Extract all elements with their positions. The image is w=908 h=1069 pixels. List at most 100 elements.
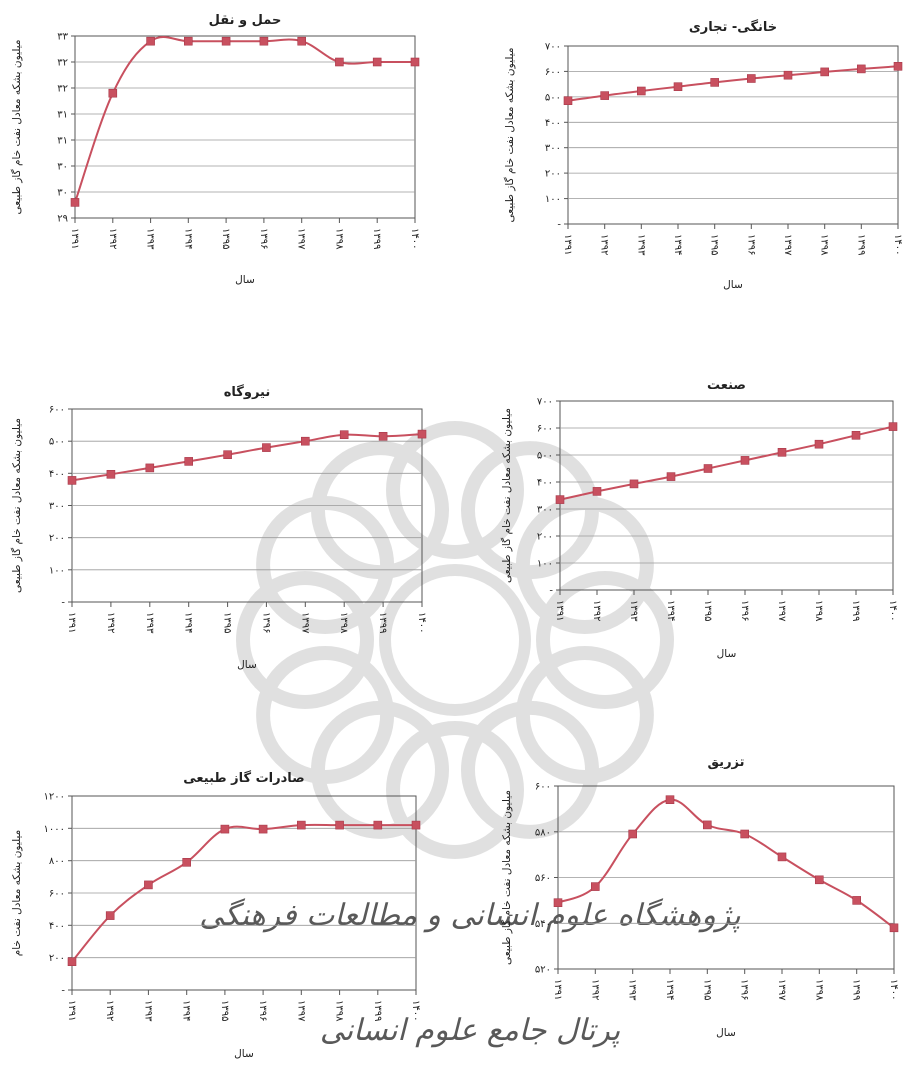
y-tick-label: ۵۴۰: [535, 919, 551, 930]
y-tick-label: ۱۰۰: [537, 559, 553, 570]
chart-4: صنعت - ۱۰۰ ۲۰۰ ۳۰۰ ۴۰۰ ۵۰۰ ۶۰۰ ۷۰۰ ۱۳۹۱ ۱۳۹۲ ۱۳۹۳ ۱۳…: [500, 378, 898, 660]
data-point: [703, 464, 713, 473]
x-tick-label: ۱۳۹۸: [819, 234, 830, 256]
watermark-rosette: [236, 421, 674, 859]
x-tick-label: ۱۳۹۶: [257, 1000, 268, 1021]
x-tick-label: ۱۳۹۹: [851, 979, 862, 1000]
plot-area: [567, 45, 899, 225]
watermark-center: [379, 564, 531, 716]
data-point: [184, 457, 193, 466]
watermark-text-1: پژوهشگاه علوم انسانی و مطالعات فرهنگی: [199, 898, 741, 933]
x-tick-label: ۱۳۹۲: [107, 228, 118, 249]
data-point: [629, 479, 639, 489]
y-tick-label: -: [549, 586, 553, 597]
y-axis-label: میلیون بشکه معادل نفت خام گاز طبیعی: [503, 47, 516, 222]
chart-6: تزریق ۵۲۰ ۵۴۰ ۵۶۰ ۵۸۰ ۶۰۰ ۱۳۹۱ ۱۳۹۲ ۱۳۹۳ ۱۳۹۴ ۱۳۹۵…: [500, 755, 899, 1039]
data-point: [258, 824, 268, 834]
charts-layer: حمل و نقل ۲۹ ۳۰ ۳۰ ۳۱ ۳۱ ۳۲ ۳۲ ۳۳ ۱۳۹۱ ۱۳۹۲ ۱۳۹۳ ۱۳۹…: [10, 13, 903, 1060]
y-tick-label: ۱۰۰: [545, 194, 561, 205]
data-point: [783, 70, 793, 80]
watermark-petal: [236, 571, 374, 709]
data-point: [70, 198, 80, 207]
data-point: [710, 78, 720, 87]
data-point: [67, 476, 77, 485]
watermark-petal: [515, 496, 654, 634]
data-point: [702, 820, 712, 830]
x-tick-label: ۱۳۹۱: [554, 600, 565, 621]
y-tick-label: ۳۰: [57, 188, 68, 199]
data-point: [259, 36, 269, 46]
x-axis-label: سال: [716, 1027, 736, 1039]
data-point: [777, 852, 787, 862]
y-tick-label: -: [557, 220, 561, 231]
y-axis-label: میلیون بشکه معادل نفت خام گاز طبیعی: [500, 790, 513, 965]
y-tick-label: ۴۰۰: [537, 478, 553, 489]
data-point: [372, 57, 382, 67]
x-tick-label: ۱۳۹۵: [702, 600, 713, 621]
data-point: [740, 829, 750, 839]
x-tick-label: ۱۳۹۵: [220, 228, 231, 249]
y-tick-label: ۶۰۰: [545, 67, 561, 78]
y-tick-label: ۷۰۰: [545, 42, 561, 53]
x-tick-label: ۱۳۹۲: [105, 612, 116, 633]
watermark-petal: [256, 646, 395, 784]
y-tick-label: ۶۰۰: [535, 782, 551, 793]
data-point: [889, 923, 899, 933]
y-tick-label: ۱۲۰۰: [44, 792, 65, 803]
data-point: [814, 439, 824, 449]
x-tick-label: ۱۴۰۰: [410, 1000, 421, 1021]
x-tick-label: ۱۳۹۳: [145, 228, 156, 250]
x-tick-label: ۱۳۹۹: [377, 612, 388, 633]
y-tick-label: ۳۰۰: [49, 501, 65, 512]
y-tick-label: ۵۰۰: [49, 437, 65, 448]
y-tick-label: ۲۰۰: [49, 533, 65, 544]
x-tick-label: ۱۳۹۸: [813, 600, 824, 622]
data-point: [145, 463, 155, 473]
x-tick-label: ۱۳۹۱: [562, 234, 573, 255]
series-line: [567, 65, 899, 102]
x-tick-label: ۱۳۹۸: [334, 1000, 345, 1022]
y-tick-label: ۳۲: [57, 58, 68, 69]
watermark-petal: [386, 421, 524, 559]
data-point: [108, 88, 118, 98]
y-tick-label: ۵۶۰: [535, 873, 551, 884]
data-point: [339, 430, 349, 440]
x-tick-label: ۱۳۹۷: [296, 228, 307, 250]
y-tick-label: ۲۹: [57, 214, 68, 225]
y-axis-label: میلیون بشکه معادل نفت خام گاز طبیعی: [500, 408, 513, 583]
x-tick-label: ۱۳۹۶: [745, 234, 756, 255]
x-tick-label: ۱۳۹۳: [142, 1000, 153, 1022]
data-point: [820, 67, 830, 77]
x-tick-label: ۱۳۹۵: [701, 979, 712, 1000]
watermark-petal: [386, 721, 524, 859]
x-axis-label: سال: [717, 648, 737, 660]
data-point: [105, 911, 115, 920]
x-tick-label: ۱۳۹۷: [299, 612, 310, 634]
watermark-petal: [536, 571, 674, 709]
series-line: [559, 425, 894, 501]
data-point: [555, 495, 565, 504]
y-tick-label: ۵۲۰: [535, 965, 551, 976]
data-point: [335, 820, 344, 830]
x-tick-label: ۱۴۰۰: [892, 234, 903, 255]
data-point: [592, 487, 602, 496]
y-tick-label: ۶۰۰: [49, 405, 65, 416]
x-axis-label: سال: [723, 279, 743, 291]
chart-2: خانگی- تجاری - ۱۰۰ ۲۰۰ ۳۰۰ ۴۰۰ ۵۰۰ ۶۰۰ ۷۰۰ ۱۳۹۱ ۱۳…: [503, 19, 903, 291]
x-tick-label: ۱۳۹۷: [295, 1000, 306, 1022]
data-point: [221, 36, 231, 46]
x-tick-label: ۱۳۹۲: [589, 979, 600, 1000]
data-point: [740, 456, 750, 465]
y-tick-label: ۱۰۰۰: [44, 824, 65, 835]
y-tick-label: ۳۳: [57, 32, 68, 43]
x-tick-label: ۱۴۰۰: [416, 612, 427, 633]
x-tick-label: ۱۳۹۶: [258, 228, 269, 249]
data-point: [223, 450, 232, 460]
x-tick-label: ۱۳۹۳: [635, 234, 646, 256]
y-tick-label: ۳۲: [57, 84, 68, 95]
x-axis-label: سال: [235, 274, 255, 286]
x-tick-label: ۱۳۹۴: [665, 600, 676, 621]
y-tick-label: -: [61, 598, 65, 609]
plot-area: [74, 35, 416, 219]
